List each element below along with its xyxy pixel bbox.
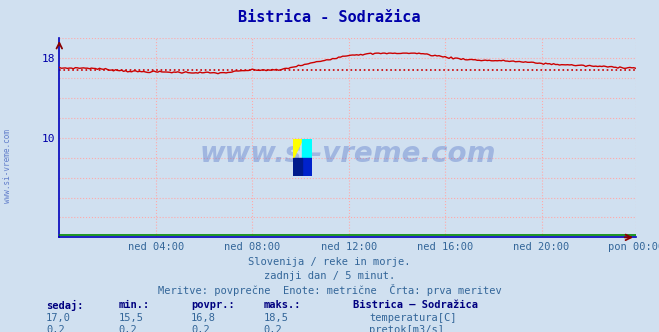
Text: sedaj:: sedaj: — [46, 300, 84, 311]
Text: 16,8: 16,8 — [191, 313, 216, 323]
Text: povpr.:: povpr.: — [191, 300, 235, 310]
Polygon shape — [302, 139, 312, 158]
Text: pretok[m3/s]: pretok[m3/s] — [369, 325, 444, 332]
Polygon shape — [293, 139, 302, 158]
Text: Slovenija / reke in morje.: Slovenija / reke in morje. — [248, 257, 411, 267]
Polygon shape — [293, 158, 302, 176]
Text: maks.:: maks.: — [264, 300, 301, 310]
Text: 17,0: 17,0 — [46, 313, 71, 323]
Text: www.si-vreme.com: www.si-vreme.com — [3, 129, 13, 203]
Text: Bistrica - Sodražica: Bistrica - Sodražica — [239, 10, 420, 25]
Text: min.:: min.: — [119, 300, 150, 310]
Text: 0,2: 0,2 — [46, 325, 65, 332]
Text: zadnji dan / 5 minut.: zadnji dan / 5 minut. — [264, 271, 395, 281]
Polygon shape — [302, 158, 312, 176]
Text: www.si-vreme.com: www.si-vreme.com — [200, 140, 496, 168]
Text: 0,2: 0,2 — [119, 325, 137, 332]
Text: temperatura[C]: temperatura[C] — [369, 313, 457, 323]
Text: 0,2: 0,2 — [264, 325, 282, 332]
Text: Meritve: povprečne  Enote: metrične  Črta: prva meritev: Meritve: povprečne Enote: metrične Črta:… — [158, 284, 501, 296]
Text: 18,5: 18,5 — [264, 313, 289, 323]
Text: 0,2: 0,2 — [191, 325, 210, 332]
Text: 15,5: 15,5 — [119, 313, 144, 323]
Text: Bistrica – Sodražica: Bistrica – Sodražica — [353, 300, 478, 310]
